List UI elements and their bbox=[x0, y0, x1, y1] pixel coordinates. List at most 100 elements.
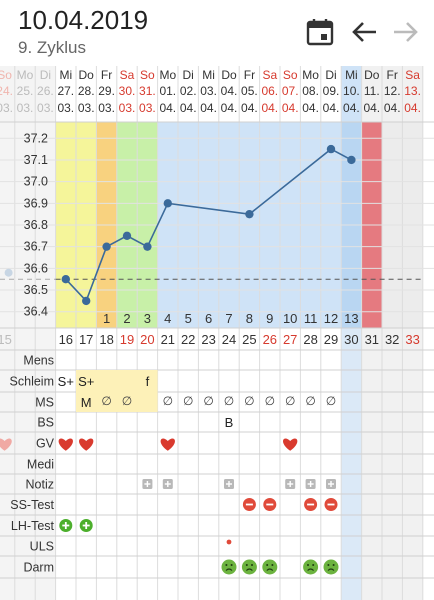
header-month[interactable]: 04. bbox=[323, 101, 340, 115]
header-month[interactable]: 04. bbox=[159, 101, 176, 115]
sad-face-icon[interactable] bbox=[303, 559, 319, 575]
header-day: 12. bbox=[384, 84, 401, 98]
schleim-empty-symbol[interactable]: ∅ bbox=[285, 394, 295, 408]
top-bar: 10.04.2019 9. Zyklus bbox=[0, 0, 434, 66]
temperature-point[interactable] bbox=[102, 242, 111, 251]
calendar-icon[interactable] bbox=[304, 16, 336, 48]
header-month[interactable]: 03. bbox=[0, 101, 13, 115]
schleim-value[interactable]: S+ bbox=[78, 374, 94, 389]
cycle-day-number: 28 bbox=[303, 332, 317, 347]
schleim-empty-symbol[interactable]: ∅ bbox=[101, 394, 111, 408]
y-tick-label: 36.5 bbox=[24, 283, 48, 297]
sad-face-icon[interactable] bbox=[221, 559, 237, 575]
header-weekday: Fr bbox=[387, 68, 398, 82]
selected-day-header bbox=[341, 66, 362, 122]
ms-value[interactable]: M bbox=[81, 395, 92, 410]
header-month[interactable]: 04. bbox=[384, 101, 401, 115]
row-label-sstest: SS-Test bbox=[10, 498, 54, 512]
heart-icon[interactable] bbox=[160, 438, 175, 451]
temperature-point-past bbox=[4, 268, 13, 277]
header-month[interactable]: 04. bbox=[221, 101, 238, 115]
heart-icon[interactable] bbox=[79, 438, 94, 451]
eye bbox=[245, 564, 248, 566]
temperature-point[interactable] bbox=[143, 242, 152, 251]
schleim-empty-symbol[interactable]: ∅ bbox=[183, 394, 193, 408]
y-tick-label: 36.8 bbox=[24, 218, 48, 232]
schleim-empty-symbol[interactable]: ∅ bbox=[163, 394, 173, 408]
schleim-empty-symbol[interactable]: ∅ bbox=[224, 394, 234, 408]
cycle-day-number: 16 bbox=[59, 332, 73, 347]
arrow-left-icon[interactable] bbox=[348, 16, 380, 48]
header-month[interactable]: 04. bbox=[241, 101, 258, 115]
future-rows bbox=[361, 328, 423, 600]
temperature-point[interactable] bbox=[326, 144, 336, 154]
schleim-value[interactable]: S+ bbox=[58, 374, 74, 389]
header-month[interactable]: 03. bbox=[37, 101, 54, 115]
header-month[interactable]: 03. bbox=[98, 101, 115, 115]
header-month[interactable]: 04. bbox=[363, 101, 380, 115]
future-header bbox=[361, 66, 423, 122]
header-weekday: Di bbox=[40, 68, 51, 82]
header-month[interactable]: 03. bbox=[57, 101, 74, 115]
eye bbox=[327, 564, 330, 566]
heart-icon[interactable] bbox=[283, 438, 298, 451]
schleim-value[interactable]: f bbox=[146, 374, 150, 389]
header-day: 24. bbox=[0, 84, 13, 98]
schleim-empty-symbol[interactable]: ∅ bbox=[244, 394, 254, 408]
heart-icon[interactable] bbox=[0, 438, 12, 451]
cycle-day-number: 23 bbox=[201, 332, 215, 347]
temperature-point[interactable] bbox=[82, 296, 91, 306]
schleim-empty-symbol[interactable]: ∅ bbox=[326, 394, 336, 408]
phase-number: 10 bbox=[283, 311, 297, 326]
sad-face-icon[interactable] bbox=[323, 559, 339, 575]
schleim-empty-symbol[interactable]: ∅ bbox=[305, 394, 315, 408]
y-tick-label: 36.7 bbox=[24, 240, 48, 254]
header-day: 13. bbox=[404, 84, 421, 98]
schleim-empty-symbol[interactable]: ∅ bbox=[203, 394, 213, 408]
mouth bbox=[225, 568, 233, 571]
cycle-day-number: 18 bbox=[99, 332, 113, 347]
cycle-day-number: 33 bbox=[405, 332, 419, 347]
header-month[interactable]: 04. bbox=[261, 101, 278, 115]
temperature-point[interactable] bbox=[245, 209, 254, 219]
arrow-right-icon[interactable] bbox=[390, 16, 422, 48]
header-weekday: Mo bbox=[302, 68, 319, 82]
cycle-day-number: 30 bbox=[344, 332, 358, 347]
row-label-uls: ULS bbox=[30, 540, 54, 554]
cycle-day-number: 31 bbox=[365, 332, 379, 347]
temperature-point[interactable] bbox=[61, 275, 70, 284]
current-date: 10.04.2019 bbox=[18, 5, 149, 35]
header-month[interactable]: 03. bbox=[119, 101, 136, 115]
phase-number: 13 bbox=[344, 311, 358, 326]
uls-dot[interactable] bbox=[226, 539, 232, 545]
temperature-point[interactable] bbox=[163, 199, 172, 208]
header-month[interactable]: 04. bbox=[200, 101, 217, 115]
cycle-label: 9. Zyklus bbox=[18, 38, 87, 57]
temperature-point[interactable] bbox=[347, 155, 356, 165]
y-tick-label: 36.9 bbox=[24, 196, 48, 210]
schleim-empty-symbol[interactable]: ∅ bbox=[265, 394, 275, 408]
heart-icon[interactable] bbox=[58, 438, 73, 451]
schleim-empty-symbol[interactable]: ∅ bbox=[122, 394, 132, 408]
header-month[interactable]: 04. bbox=[180, 101, 197, 115]
header-month[interactable]: 04. bbox=[302, 101, 319, 115]
cycle-day-number: 15 bbox=[0, 332, 12, 347]
header-month[interactable]: 04. bbox=[343, 101, 360, 115]
header-month[interactable]: 03. bbox=[17, 101, 34, 115]
header-weekday: Mi bbox=[345, 68, 358, 82]
header-month[interactable]: 03. bbox=[139, 101, 156, 115]
phase-number: 9 bbox=[266, 311, 273, 326]
phase-number: 6 bbox=[205, 311, 212, 326]
header-month[interactable]: 04. bbox=[282, 101, 299, 115]
eye bbox=[307, 564, 309, 566]
header-month[interactable]: 03. bbox=[78, 101, 95, 115]
header-month[interactable]: 04. bbox=[404, 101, 421, 115]
eye bbox=[312, 564, 315, 566]
y-tick-label: 36.6 bbox=[24, 261, 48, 275]
temperature-point[interactable] bbox=[122, 231, 132, 241]
cycle-chart[interactable]: So24.03.Mo25.03.Di26.03.Mi27.03.Do28.03.… bbox=[0, 66, 434, 600]
bs-value[interactable]: B bbox=[225, 415, 234, 430]
sad-face-icon[interactable] bbox=[262, 559, 278, 575]
phase-number: 5 bbox=[185, 311, 192, 326]
sad-face-icon[interactable] bbox=[241, 559, 257, 575]
